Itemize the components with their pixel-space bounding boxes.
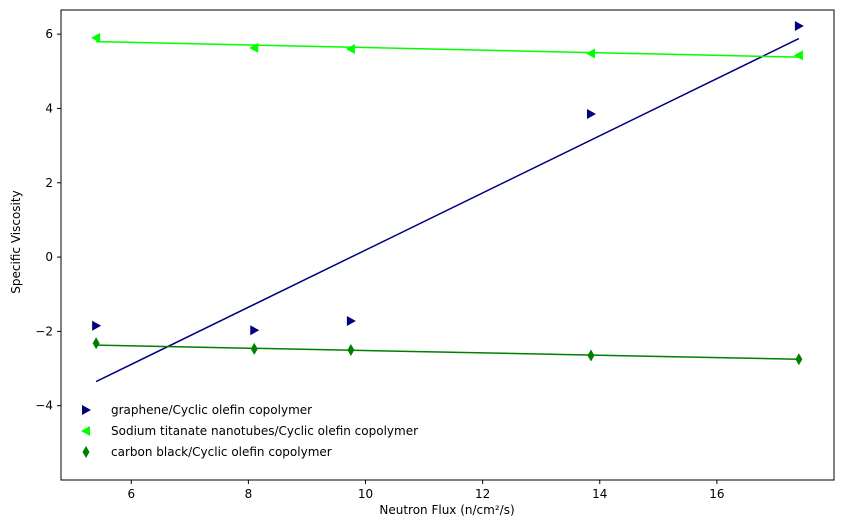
fit-line-series-2	[96, 40, 799, 58]
plot-area	[91, 20, 804, 383]
legend-label-series-3: carbon black/Cyclic olefin copolymer	[111, 445, 332, 459]
y-tick-label: 6	[45, 27, 53, 41]
fit-line-series-1	[95, 37, 800, 383]
data-point-series-2	[585, 48, 595, 59]
x-tick-label: 14	[592, 487, 607, 501]
legend-marker-series-2	[81, 426, 90, 436]
y-tick-label: 0	[45, 250, 53, 264]
data-point-series-2	[345, 44, 355, 55]
y-axis-title: Specific Viscosity	[9, 190, 23, 293]
x-tick-label: 6	[127, 487, 135, 501]
data-point-series-3	[347, 343, 355, 356]
legend-marker-series-1	[82, 405, 91, 415]
fit-line-series-3	[96, 344, 799, 360]
legend-label-series-1: graphene/Cyclic olefin copolymer	[111, 403, 312, 417]
data-point-series-1	[586, 109, 596, 120]
data-point-series-3	[587, 349, 595, 362]
data-point-series-1	[346, 315, 356, 326]
data-point-series-2	[91, 32, 101, 43]
legend: graphene/Cyclic olefin copolymer Sodium t…	[81, 403, 418, 459]
data-point-series-1	[250, 325, 260, 336]
data-point-series-3	[250, 342, 258, 355]
plot-frame	[60, 9, 835, 481]
data-point-series-2	[793, 50, 803, 61]
data-point-series-1	[92, 320, 102, 331]
y-tick-label: 2	[45, 176, 53, 190]
legend-label-series-2: Sodium titanate nanotubes/Cyclic olefin …	[111, 424, 418, 438]
y-tick-label: 4	[45, 101, 53, 115]
x-axis-title: Neutron Flux (n/cm²/s)	[379, 503, 514, 517]
x-tick-label: 12	[475, 487, 490, 501]
data-point-series-2	[249, 42, 259, 53]
axes: 6 8 10 12 14 16 −4 −2 0 2 4 6	[35, 9, 835, 501]
y-tick-label: −4	[35, 399, 53, 413]
x-tick-label: 10	[358, 487, 373, 501]
data-point-series-3	[795, 353, 803, 366]
x-tick-label: 8	[245, 487, 253, 501]
x-tick-label: 16	[709, 487, 724, 501]
legend-marker-series-3	[82, 446, 90, 458]
data-point-series-1	[794, 20, 804, 31]
data-point-series-3	[92, 337, 100, 350]
y-tick-label: −2	[35, 324, 53, 338]
